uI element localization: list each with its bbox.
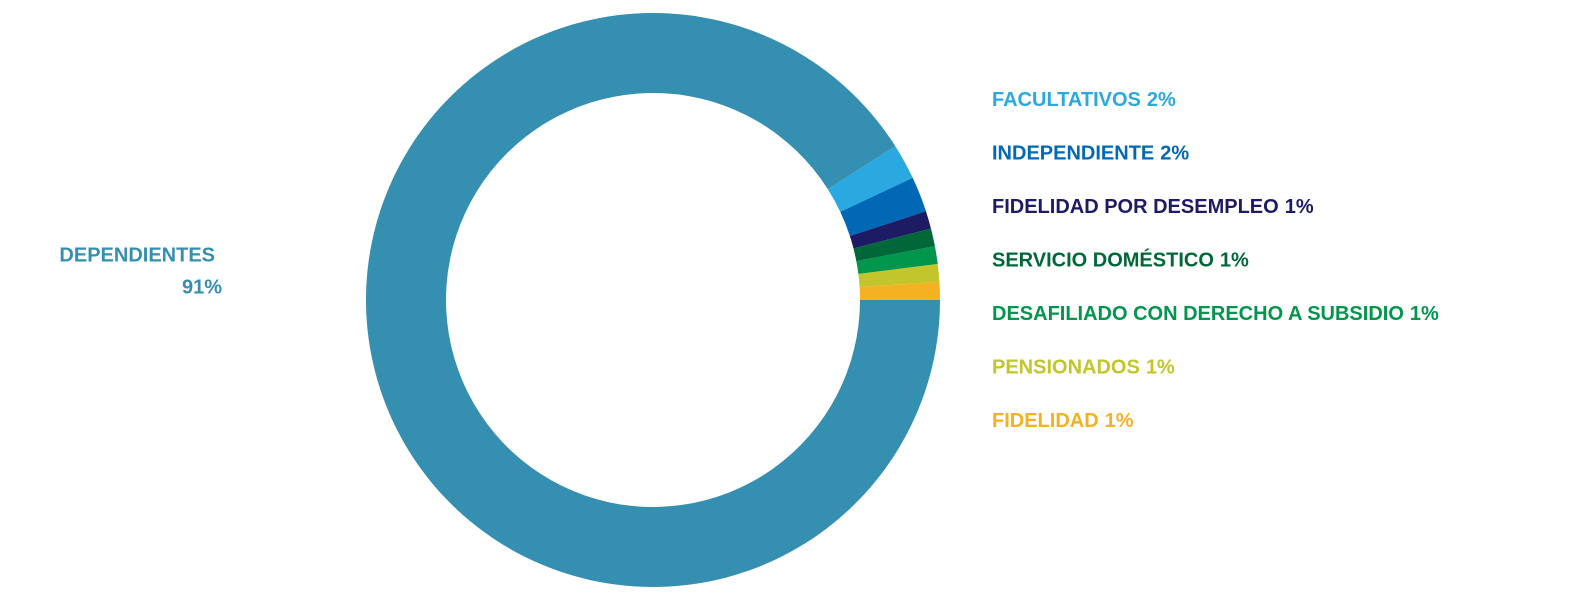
donut-slice xyxy=(856,246,938,275)
legend-entry: FIDELIDAD POR DESEMPLEO 1% xyxy=(992,196,1314,218)
donut-slice xyxy=(853,228,935,262)
donut-slice xyxy=(859,281,940,300)
donut-slice xyxy=(840,177,926,237)
legend-label: FACULTATIVOS xyxy=(992,89,1141,111)
donut-slice xyxy=(858,264,940,288)
slice-value-label: 91% xyxy=(182,276,222,298)
legend-value: 1% xyxy=(1220,250,1249,272)
legend-label: DESAFILIADO CON DERECHO A SUBSIDIO xyxy=(992,303,1404,325)
legend-label: FIDELIDAD xyxy=(992,410,1099,432)
legend-label: PENSIONADOS xyxy=(992,357,1140,379)
donut-slice xyxy=(366,12,940,588)
legend-value: 1% xyxy=(1105,410,1134,432)
legend-entry: INDEPENDIENTE 2% xyxy=(992,143,1189,165)
legend-value: 1% xyxy=(1285,196,1314,218)
legend-value: 2% xyxy=(1147,89,1176,111)
donut-slice xyxy=(827,146,913,212)
legend-value: 1% xyxy=(1146,357,1175,379)
legend-entry: DESAFILIADO CON DERECHO A SUBSIDIO 1% xyxy=(992,303,1439,325)
slice-label: DEPENDIENTES xyxy=(59,244,215,266)
legend-label: SERVICIO DOMÉSTICO xyxy=(992,249,1214,272)
legend-value: 1% xyxy=(1410,303,1439,325)
legend-entry: SERVICIO DOMÉSTICO 1% xyxy=(992,249,1249,272)
legend-label: FIDELIDAD POR DESEMPLEO xyxy=(992,196,1279,218)
legend-entry: FIDELIDAD 1% xyxy=(992,410,1134,432)
legend-entry: PENSIONADOS 1% xyxy=(992,357,1175,379)
donut-slice xyxy=(849,211,931,249)
legend-value: 2% xyxy=(1160,143,1189,165)
legend-entry: FACULTATIVOS 2% xyxy=(992,89,1176,111)
legend-label: INDEPENDIENTE xyxy=(992,143,1154,165)
